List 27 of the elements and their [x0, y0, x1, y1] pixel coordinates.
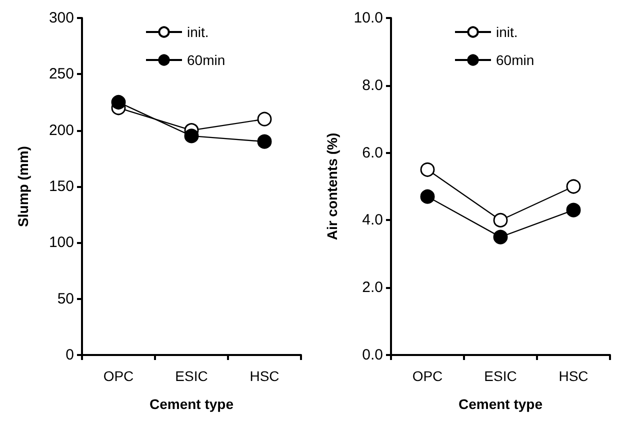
y-tick-label: 6.0 [362, 144, 383, 162]
y-tick-label: 0.0 [362, 346, 383, 364]
legend-label: init. [496, 24, 518, 40]
y-tick-label: 0 [66, 346, 74, 364]
legend-label: 60min [496, 52, 534, 68]
y-tick-label: 300 [48, 10, 74, 26]
x-tick-label: HSC [558, 368, 588, 384]
y-tick-label: 150 [48, 178, 74, 195]
x-tick-label: ESIC [175, 368, 208, 384]
y-tick-label: 250 [48, 66, 74, 83]
x-axis-title: Cement type [458, 396, 543, 412]
x-tick-label: ESIC [484, 368, 517, 384]
x-tick-label: HSC [250, 368, 280, 384]
y-axis-title: Air contents (%) [324, 132, 340, 240]
y-tick-label: 8.0 [362, 76, 383, 94]
y-tick-label: 4.0 [362, 212, 383, 229]
y-axis-title: Slump (mm) [15, 146, 31, 227]
y-tick-label: 2.0 [362, 279, 383, 296]
y-tick-label: 10.0 [354, 10, 383, 26]
y-tick-label: 50 [57, 290, 74, 308]
x-tick-label: OPC [103, 368, 134, 384]
y-tick-label: 200 [48, 122, 74, 139]
legend-label: init. [187, 24, 209, 40]
x-tick-label: OPC [412, 368, 443, 384]
y-tick-label: 100 [48, 234, 74, 252]
x-axis-title: Cement type [149, 396, 234, 412]
legend-label: 60min [187, 52, 226, 68]
